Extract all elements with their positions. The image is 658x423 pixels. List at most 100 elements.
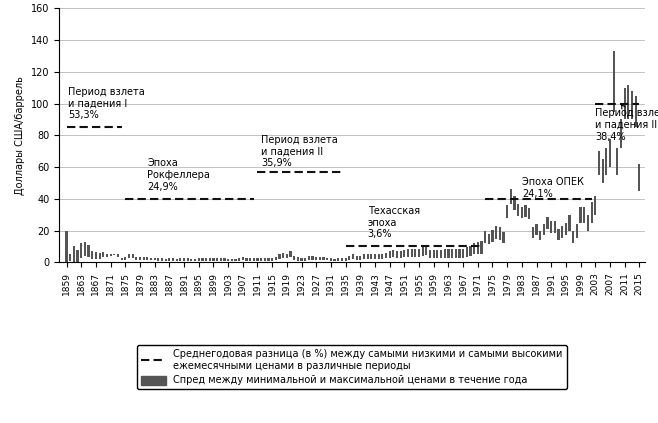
Bar bbox=[476, 242, 479, 254]
Bar bbox=[311, 256, 314, 260]
Bar bbox=[580, 207, 582, 222]
Bar bbox=[631, 91, 633, 119]
Bar bbox=[271, 258, 273, 261]
Bar bbox=[403, 250, 405, 257]
Bar bbox=[293, 256, 295, 260]
Bar bbox=[363, 254, 365, 259]
Bar bbox=[286, 253, 288, 258]
Text: Эпоха
Рокфеллера
24,9%: Эпоха Рокфеллера 24,9% bbox=[147, 159, 210, 192]
Bar bbox=[583, 207, 586, 222]
Bar bbox=[601, 159, 604, 183]
Bar bbox=[69, 254, 71, 261]
Bar bbox=[176, 259, 178, 261]
Bar bbox=[241, 257, 244, 260]
Bar bbox=[389, 251, 391, 258]
Bar bbox=[315, 257, 317, 260]
Bar bbox=[352, 254, 354, 259]
Bar bbox=[213, 258, 215, 261]
Bar bbox=[345, 258, 347, 261]
Bar bbox=[429, 250, 431, 258]
Bar bbox=[381, 253, 384, 259]
Bar bbox=[99, 253, 101, 259]
Bar bbox=[425, 246, 428, 255]
Bar bbox=[73, 246, 75, 262]
Bar bbox=[520, 207, 523, 218]
Bar bbox=[139, 257, 141, 260]
Bar bbox=[348, 256, 350, 260]
Bar bbox=[495, 226, 497, 239]
Bar bbox=[473, 243, 475, 254]
Bar bbox=[264, 258, 266, 261]
Bar bbox=[590, 202, 593, 222]
Bar bbox=[411, 249, 413, 257]
Bar bbox=[634, 96, 637, 127]
Bar bbox=[367, 254, 368, 259]
Bar bbox=[80, 243, 82, 258]
Bar bbox=[469, 246, 472, 256]
Bar bbox=[136, 257, 138, 260]
Bar bbox=[620, 119, 622, 148]
Bar bbox=[124, 257, 126, 260]
Bar bbox=[440, 250, 442, 258]
Bar bbox=[506, 205, 508, 218]
Bar bbox=[459, 249, 461, 258]
Bar bbox=[308, 256, 310, 260]
Bar bbox=[609, 139, 611, 167]
Bar bbox=[76, 250, 79, 262]
Bar bbox=[396, 251, 398, 258]
Bar bbox=[359, 256, 361, 260]
Bar bbox=[95, 252, 97, 259]
Bar bbox=[326, 258, 328, 260]
Bar bbox=[113, 253, 115, 255]
Bar bbox=[594, 195, 596, 215]
Bar bbox=[624, 88, 626, 119]
Bar bbox=[399, 251, 402, 258]
Bar bbox=[109, 254, 112, 256]
Bar bbox=[117, 254, 119, 257]
Bar bbox=[88, 245, 89, 257]
Bar bbox=[267, 258, 270, 261]
Bar bbox=[466, 247, 468, 257]
Bar bbox=[484, 231, 486, 243]
Bar bbox=[385, 253, 387, 258]
Bar bbox=[513, 195, 516, 210]
Bar bbox=[84, 242, 86, 256]
Bar bbox=[168, 258, 170, 261]
Bar bbox=[565, 222, 567, 235]
Bar bbox=[220, 258, 222, 261]
Bar bbox=[183, 258, 185, 261]
Bar bbox=[257, 258, 259, 261]
Bar bbox=[378, 253, 380, 259]
Bar bbox=[179, 258, 182, 261]
Bar bbox=[569, 215, 570, 231]
Text: Период взлета
и падения II
35,9%: Период взлета и падения II 35,9% bbox=[261, 135, 338, 168]
Bar bbox=[572, 231, 574, 243]
Bar bbox=[524, 205, 526, 217]
Bar bbox=[415, 249, 417, 257]
Bar bbox=[253, 258, 255, 261]
Bar bbox=[330, 258, 332, 261]
Bar bbox=[436, 250, 438, 258]
Bar bbox=[422, 247, 424, 256]
Bar bbox=[605, 148, 607, 175]
Bar bbox=[370, 254, 372, 259]
Bar bbox=[355, 256, 358, 260]
Bar bbox=[205, 258, 207, 261]
Bar bbox=[480, 241, 482, 253]
Bar bbox=[282, 253, 284, 258]
Bar bbox=[319, 257, 321, 260]
Bar bbox=[223, 258, 226, 261]
Bar bbox=[554, 221, 556, 233]
Bar bbox=[528, 209, 530, 220]
Bar bbox=[451, 249, 453, 258]
Bar bbox=[304, 258, 307, 261]
Bar bbox=[334, 259, 336, 261]
Bar bbox=[539, 231, 542, 240]
Bar bbox=[187, 258, 189, 261]
Bar bbox=[216, 258, 218, 261]
Bar bbox=[157, 258, 159, 261]
Bar bbox=[546, 217, 549, 229]
Bar bbox=[128, 254, 130, 258]
Bar bbox=[172, 258, 174, 261]
Bar bbox=[150, 258, 152, 260]
